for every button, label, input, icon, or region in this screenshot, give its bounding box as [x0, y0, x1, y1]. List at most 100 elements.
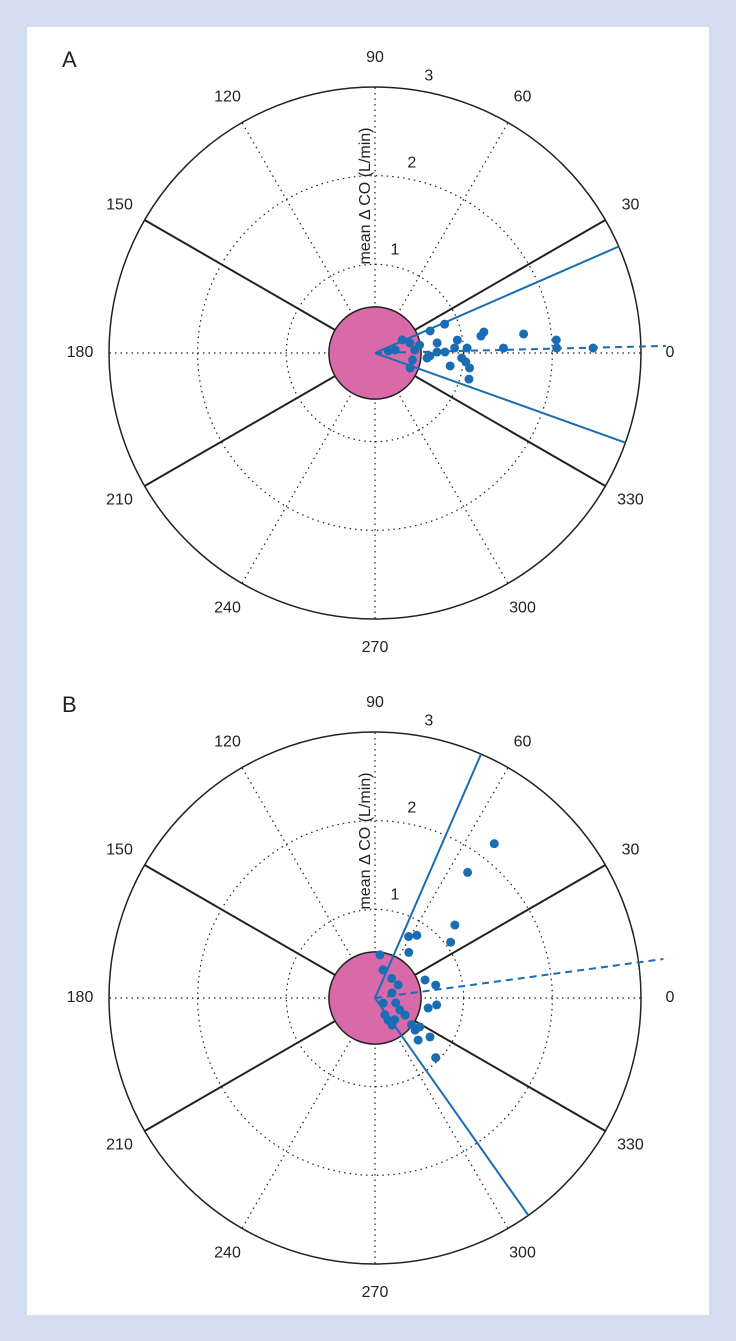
angle-tick-label: 240: [214, 1245, 241, 1262]
data-point: [412, 930, 422, 940]
data-point: [404, 947, 414, 957]
r-tick-label: 2: [407, 799, 416, 816]
data-point: [498, 343, 508, 353]
data-point: [380, 1010, 390, 1020]
limit-line: [374, 753, 482, 999]
data-point: [387, 988, 397, 998]
angle-tick-label: 210: [106, 492, 133, 509]
data-point: [423, 1003, 433, 1013]
r-tick-label: 3: [424, 712, 433, 729]
mean-line: [374, 344, 666, 354]
data-point: [462, 343, 472, 353]
angle-tick-label: 90: [366, 49, 384, 66]
data-point: [588, 343, 598, 353]
data-point: [410, 1025, 420, 1035]
data-point: [465, 363, 475, 373]
limit-line: [374, 245, 620, 354]
data-point: [383, 346, 393, 356]
data-point: [400, 1010, 410, 1020]
data-point: [445, 361, 455, 371]
data-point: [432, 347, 442, 357]
r-tick-label: 3: [424, 67, 433, 84]
data-point: [552, 343, 562, 353]
angle-tick-label: 300: [509, 1245, 536, 1262]
data-point: [390, 1015, 400, 1025]
angle-tick-label: 180: [67, 989, 94, 1006]
data-point: [432, 1000, 442, 1010]
r-tick-label: 2: [407, 154, 416, 171]
angle-tick-label: 30: [622, 197, 640, 214]
data-point: [422, 353, 432, 363]
r-tick-label: 1: [391, 242, 400, 259]
angle-tick-label: 210: [106, 1137, 133, 1154]
angle-tick-label: 150: [106, 842, 133, 859]
mean-line: [374, 958, 664, 999]
data-point: [425, 1032, 435, 1042]
polar-chart: A 0 30 60 90 120 150 180 210 240 270 300 330 1 2 3 mean …: [62, 47, 675, 656]
angle-tick-label: 30: [622, 842, 640, 859]
data-point: [519, 329, 529, 339]
limit-line: [374, 997, 530, 1216]
angle-tick-label: 60: [514, 734, 532, 751]
data-point: [387, 973, 397, 983]
angle-tick-label: 270: [362, 1284, 389, 1301]
data-point: [413, 1035, 423, 1045]
data-point: [393, 980, 403, 990]
ring-grid-line: [285, 263, 465, 443]
angle-tick-label: 0: [666, 344, 675, 361]
panel-label: A: [62, 47, 77, 72]
data-point: [431, 980, 441, 990]
angle-tick-label: 120: [214, 89, 241, 106]
data-point: [397, 335, 407, 345]
angle-tick-label: 0: [666, 989, 675, 1006]
angle-tick-label: 150: [106, 197, 133, 214]
angle-tick-label: 180: [67, 344, 94, 361]
outer-ring: [108, 731, 642, 1265]
data-point: [415, 340, 425, 350]
angle-tick-label: 120: [214, 734, 241, 751]
data-point: [408, 355, 418, 365]
data-point: [476, 331, 486, 341]
data-point: [425, 326, 435, 336]
data-point: [440, 319, 450, 329]
data-point: [446, 937, 456, 947]
data-point: [489, 839, 499, 849]
data-point: [450, 920, 460, 930]
r-axis-label: mean Δ CO (L/min): [357, 128, 374, 265]
data-point: [375, 950, 385, 960]
ring-grid-line: [197, 820, 553, 1176]
data-point: [390, 345, 400, 355]
data-point: [378, 998, 388, 1008]
panel-label: B: [62, 692, 77, 717]
data-point: [440, 347, 450, 357]
angle-tick-label: 300: [509, 600, 536, 617]
outer-ring: [108, 86, 642, 620]
r-tick-label: 1: [391, 887, 400, 904]
data-point: [464, 374, 474, 384]
angle-tick-label: 90: [366, 694, 384, 711]
angle-tick-label: 330: [617, 492, 644, 509]
data-point: [420, 975, 430, 985]
angle-tick-label: 270: [362, 639, 389, 656]
panel-background: [27, 27, 709, 1315]
angle-tick-label: 60: [514, 89, 532, 106]
data-point: [431, 1053, 441, 1063]
angle-tick-label: 240: [214, 600, 241, 617]
angle-tick-label: 330: [617, 1137, 644, 1154]
data-point: [450, 343, 460, 353]
r-axis-label: mean Δ CO (L/min): [357, 773, 374, 910]
polar-chart: B 0 30 60 90 120 150 180 210 240 270 300 330 1 2 3 mean …: [62, 692, 675, 1301]
data-point: [404, 932, 414, 942]
data-point: [432, 338, 442, 348]
data-point: [391, 998, 401, 1008]
limit-line: [374, 352, 626, 444]
data-point: [405, 338, 415, 348]
data-point: [452, 335, 462, 345]
data-point: [378, 965, 388, 975]
data-point: [405, 363, 415, 373]
data-point: [551, 335, 561, 345]
ring-grid-line: [285, 908, 465, 1088]
ring-grid-line: [197, 175, 553, 531]
data-point: [463, 867, 473, 877]
